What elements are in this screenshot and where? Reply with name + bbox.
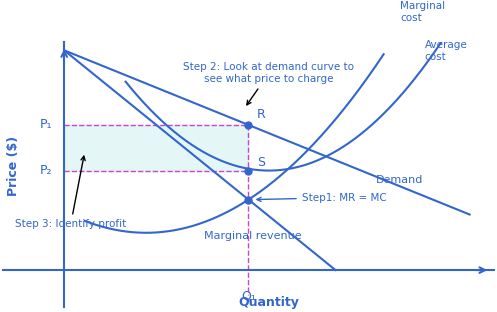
Text: Step 2: Look at demand curve to
see what price to charge: Step 2: Look at demand curve to see what… <box>183 62 354 105</box>
Text: Q₁: Q₁ <box>241 290 256 303</box>
Text: Step 3: Identify profit: Step 3: Identify profit <box>15 156 126 230</box>
Text: Marginal revenue: Marginal revenue <box>204 231 301 241</box>
Text: Marginal
cost: Marginal cost <box>400 1 445 22</box>
Text: P₁: P₁ <box>39 119 52 131</box>
Polygon shape <box>64 125 248 171</box>
Text: S: S <box>256 155 265 168</box>
Text: Step1: MR = MC: Step1: MR = MC <box>257 193 387 202</box>
Text: Average
cost: Average cost <box>424 40 467 62</box>
Text: Quantity: Quantity <box>239 296 299 309</box>
Text: P₂: P₂ <box>39 164 52 177</box>
Text: R: R <box>256 108 265 121</box>
Text: Price ($): Price ($) <box>6 136 19 197</box>
Text: Demand: Demand <box>375 175 423 185</box>
